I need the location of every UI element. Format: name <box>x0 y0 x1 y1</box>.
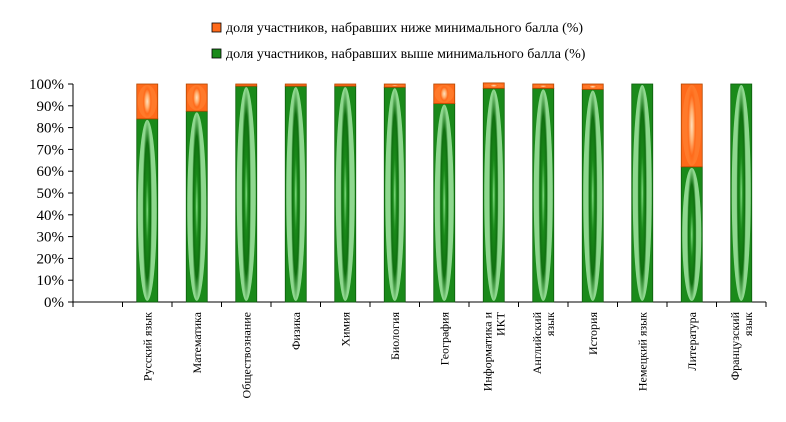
x-category-label: Литература <box>685 311 699 370</box>
y-tick-label: 100% <box>29 77 64 93</box>
bars <box>136 82 753 303</box>
legend-label: доля участников, набравших выше минималь… <box>226 47 586 62</box>
y-tick-label: 30% <box>37 230 65 246</box>
y-tick-label: 80% <box>37 121 65 137</box>
y-tick-label: 0% <box>44 295 64 311</box>
bar-segment <box>185 110 208 303</box>
svg-text:Физика: Физика <box>289 311 303 350</box>
bar-segment <box>235 83 258 87</box>
bar-segment <box>136 118 159 303</box>
bar-segment <box>680 83 703 168</box>
bar-segment <box>631 83 654 303</box>
svg-text:Французскийязык: Французскийязык <box>728 311 755 380</box>
y-tick-label: 10% <box>37 273 65 289</box>
legend: доля участников, набравших ниже минималь… <box>211 21 586 62</box>
svg-text:Обществознание: Обществознание <box>239 312 253 398</box>
x-category-label: Обществознание <box>239 312 253 398</box>
bar-segment <box>680 166 703 303</box>
bar-segment <box>730 83 753 303</box>
legend-swatch <box>211 22 222 33</box>
bar-segment <box>383 86 406 303</box>
bar-segment <box>334 83 357 87</box>
y-tick-label: 60% <box>37 164 65 180</box>
bar-segment <box>433 83 456 105</box>
bar-segment <box>581 83 604 90</box>
y-tick-label: 50% <box>37 186 65 202</box>
legend-label: доля участников, набравших ниже минималь… <box>226 21 583 36</box>
svg-text:Информатика иИКТ: Информатика иИКТ <box>480 311 507 391</box>
bar-segment <box>482 87 505 303</box>
x-category-label: Русский язык <box>140 312 154 381</box>
y-tick-label: 40% <box>37 208 65 224</box>
y-tick-label: 90% <box>37 99 65 115</box>
bar-segment <box>383 83 406 88</box>
bar-segment <box>532 87 555 303</box>
bar-segment <box>284 85 307 303</box>
y-tick-label: 70% <box>37 142 65 158</box>
x-category-label: Немецкий язык <box>635 312 649 391</box>
svg-text:История: История <box>586 312 600 356</box>
x-category-label: Французскийязык <box>728 311 755 380</box>
bar-segment <box>284 83 307 87</box>
svg-text:География: География <box>437 312 451 366</box>
x-category-label: Английскийязык <box>530 311 557 374</box>
bar-segment <box>235 85 258 303</box>
y-tick-label: 20% <box>37 251 65 267</box>
svg-text:Биология: Биология <box>388 312 402 360</box>
x-category-label: Биология <box>388 312 402 360</box>
bar-segment <box>136 83 159 120</box>
bar-segment <box>433 103 456 303</box>
bar-segment <box>482 82 505 89</box>
svg-text:Немецкий язык: Немецкий язык <box>635 312 649 391</box>
legend-swatch <box>211 48 222 59</box>
x-category-label: Математика <box>190 311 204 373</box>
svg-text:Химия: Химия <box>338 312 352 347</box>
svg-text:Математика: Математика <box>190 311 204 373</box>
x-category-label: Химия <box>338 312 352 347</box>
y-axis: 0% 10% 20% 30% 40% 50% 60% 70% 80% 90% 100% <box>29 77 74 311</box>
bar-segment <box>532 83 555 89</box>
x-category-label: Информатика иИКТ <box>480 311 507 391</box>
x-category-label: История <box>586 312 600 356</box>
svg-text:Русский язык: Русский язык <box>140 312 154 381</box>
bar-segment <box>334 85 357 303</box>
x-category-label: Физика <box>289 311 303 350</box>
svg-text:Литература: Литература <box>685 311 699 370</box>
bar-segment <box>185 83 208 112</box>
x-category-label: География <box>437 312 451 366</box>
bar-segment <box>581 89 604 303</box>
x-axis: Русский язык Математика Обществознание Физи… <box>72 301 767 398</box>
svg-text:Английскийязык: Английскийязык <box>530 311 557 374</box>
